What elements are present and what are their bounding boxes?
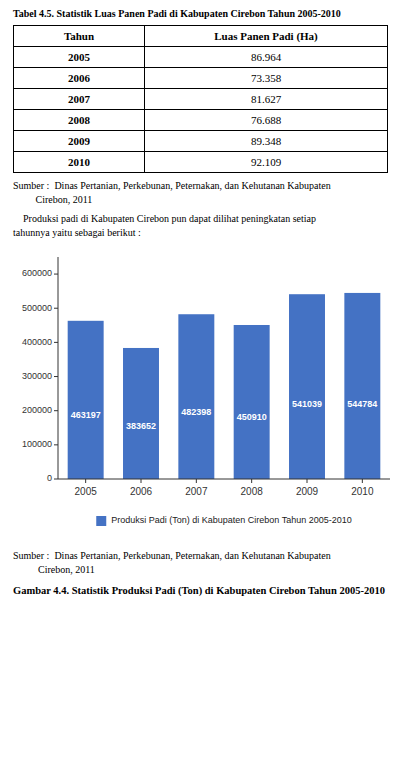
- y-tick: [54, 444, 58, 445]
- x-tick: [362, 479, 363, 483]
- bar: [123, 348, 159, 479]
- y-tick: [54, 274, 58, 275]
- row-label: 2010: [14, 152, 145, 173]
- table-value: 73.358: [145, 68, 388, 89]
- data-label: 482398: [181, 407, 211, 417]
- table-row: 200586.964: [14, 47, 388, 68]
- chart: 463197 383652 482398 450910 541039 544784 0 100…: [0, 247, 388, 543]
- bar: [234, 325, 270, 479]
- y-tick: [54, 410, 58, 411]
- table-row: 200673.358: [14, 68, 388, 89]
- y-tick-label: 600000: [22, 268, 52, 278]
- data-label: 463197: [71, 410, 101, 420]
- x-tick-label: 2008: [241, 486, 264, 497]
- y-axis-line: [58, 257, 59, 479]
- x-tick: [251, 479, 252, 483]
- row-label: 2008: [14, 110, 145, 131]
- table-row: 201092.109: [14, 152, 388, 173]
- table-value: 92.109: [145, 152, 388, 173]
- y-tick: [54, 479, 58, 480]
- annotation: Sumber : Dinas Pertanian, Perkebunan, Pe…: [13, 549, 388, 576]
- x-tick: [85, 479, 86, 483]
- x-tick: [141, 479, 142, 483]
- x-tick-label: 2007: [185, 486, 208, 497]
- y-tick: [54, 308, 58, 309]
- table-value: 89.348: [145, 131, 388, 152]
- x-axis-line: [58, 479, 390, 480]
- bars: [68, 293, 381, 479]
- table-value: 81.627: [145, 89, 388, 110]
- legend-swatch: [96, 516, 106, 526]
- x-tick-label: 2010: [351, 486, 374, 497]
- bar: [68, 321, 104, 479]
- annotation: Sumber : Dinas Pertanian, Perkebunan, Pe…: [13, 179, 388, 206]
- bar: [289, 294, 325, 479]
- header-cell: Tahun: [14, 26, 145, 47]
- bar: [344, 293, 380, 479]
- y-tick-label: 200000: [22, 405, 52, 415]
- y-tick-label: 500000: [22, 303, 52, 313]
- table-value: 76.688: [145, 110, 388, 131]
- annotation: Produksi padi di Kabupaten Cirebon pun d…: [13, 212, 388, 239]
- data-table: TahunLuas Panen Padi (Ha)200586.96420067…: [13, 25, 388, 173]
- header-row: TahunLuas Panen Padi (Ha): [14, 26, 388, 47]
- row-label: 2005: [14, 47, 145, 68]
- table-title: Tabel 4.5. Statistik Luas Panen Padi di …: [13, 8, 388, 19]
- row-label: 2007: [14, 89, 145, 110]
- bar: [178, 314, 214, 479]
- header-cell: Luas Panen Padi (Ha): [145, 26, 388, 47]
- table-row: 200876.688: [14, 110, 388, 131]
- bar-chart: 463197 383652 482398 450910 541039 544784 0 100…: [0, 247, 401, 539]
- legend: Produksi Padi (Ton) di Kabupaten Cirebon…: [96, 515, 352, 526]
- legend-label: Produksi Padi (Ton) di Kabupaten Cirebon…: [111, 515, 352, 525]
- page: Tabel 4.5. Statistik Luas Panen Padi di …: [0, 0, 401, 598]
- data-label: 544784: [347, 399, 377, 409]
- y-tick: [54, 342, 58, 343]
- y-tick-label: 0: [47, 473, 52, 483]
- y-tick-label: 100000: [22, 439, 52, 449]
- chart-title: Gambar 4.4. Statistik Produksi Padi (Ton…: [13, 584, 388, 598]
- x-tick-label: 2005: [75, 486, 98, 497]
- table-row: 200989.348: [14, 131, 388, 152]
- y-tick-label: 300000: [22, 371, 52, 381]
- data-label: 383652: [126, 421, 156, 431]
- y-tick-label: 400000: [22, 337, 52, 347]
- x-tick: [196, 479, 197, 483]
- x-tick-label: 2006: [130, 486, 153, 497]
- table-row: 200781.627: [14, 89, 388, 110]
- x-tick-label: 2009: [296, 486, 319, 497]
- data-label: 450910: [237, 412, 267, 422]
- y-tick: [54, 376, 58, 377]
- x-tick: [307, 479, 308, 483]
- table-value: 86.964: [145, 47, 388, 68]
- row-label: 2006: [14, 68, 145, 89]
- row-label: 2009: [14, 131, 145, 152]
- data-label: 541039: [292, 399, 322, 409]
